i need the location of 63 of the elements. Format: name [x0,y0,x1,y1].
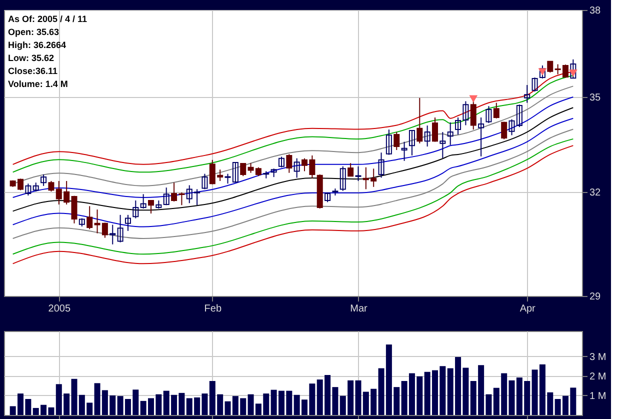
line-series [12,107,574,212]
annotation: Close:36.11 [8,66,58,76]
candlestick [202,173,208,190]
candlestick [355,166,362,182]
annotation: Volume: 1.4 M [8,79,68,89]
point [538,68,547,76]
x-tick-label: 2005 [48,304,71,314]
candlestick [440,132,446,158]
candlestick [501,121,508,140]
candlestick [163,187,170,206]
candlestick [378,152,384,178]
y-tick-label: 38 [590,6,602,16]
candlestick [416,97,423,144]
x-tick-label: Mar [350,304,368,314]
candlestick [140,194,146,209]
candlestick [86,206,93,230]
candlestick [278,156,284,168]
candlestick [132,200,139,219]
candlestick [547,60,554,74]
y-tick-label: 35 [590,92,602,104]
candlestick [40,174,47,186]
candlestick [294,158,300,178]
candlestick [532,77,538,92]
y-tick-label: 29 [590,292,602,302]
y-tick-label: 1 M [590,390,606,402]
y-tick-label: 32 [590,187,602,198]
candlestick [286,154,292,174]
y-tick-label: 2 M [590,371,606,382]
line-series [12,118,574,228]
candlestick [148,200,154,214]
annotation: As Of: 2005 / 4 / 11 [8,14,88,24]
candlestick [408,130,415,156]
candlestick [486,106,492,124]
annotation: Open: 35.63 [8,27,60,37]
candlestick [240,162,246,177]
candlestick [493,102,500,119]
line-series [12,128,574,239]
candlestick [124,214,131,232]
candlestick [401,141,408,162]
point [568,69,578,77]
candlestick [432,116,438,142]
y-tick-label: 3 M [590,352,606,363]
candlestick [117,214,124,243]
candlestick [447,122,454,146]
candlestick [478,116,484,157]
candlestick [25,183,32,196]
x-tick-label: Feb [204,304,222,314]
point [469,95,478,102]
annotation: Low: 35.62 [8,53,54,63]
candlestick [386,129,392,156]
candlestick [324,192,331,203]
candlestick [48,180,54,192]
candlestick [110,224,116,245]
candlestick [570,58,576,79]
candlestick [424,125,430,148]
candlestick [524,84,530,104]
candlestick [539,64,546,79]
candlestick [340,166,346,192]
annotation: High: 36.2664 [8,40,66,50]
x-tick-label: Apr [520,304,536,314]
line-series [12,96,574,198]
candlestick [348,162,354,177]
candlestick [394,132,400,151]
